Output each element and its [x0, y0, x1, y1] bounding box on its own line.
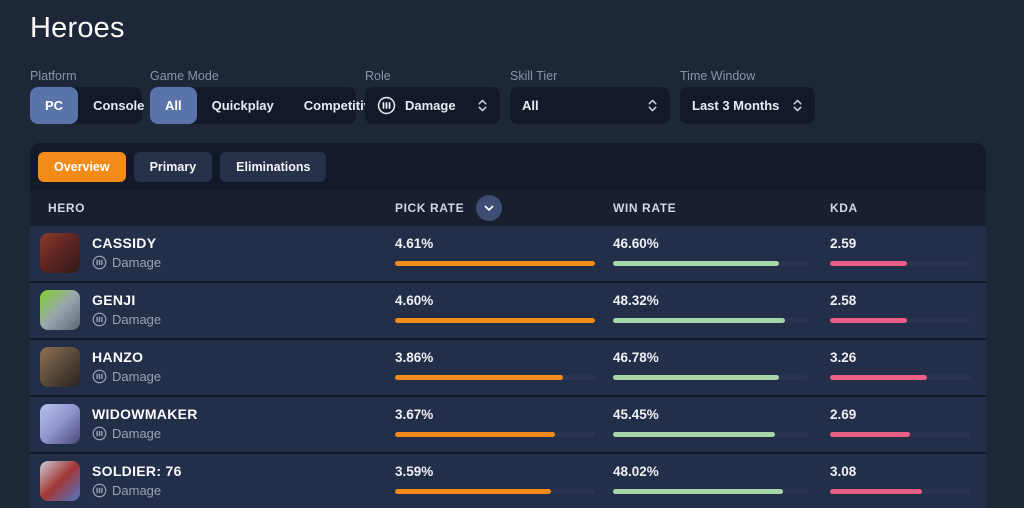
- hero-table-body: CASSIDY Damage 4.61% 46.60% 2.59 GENJI D…: [30, 226, 986, 508]
- game-mode-segment-all[interactable]: All: [150, 87, 197, 124]
- table-header-row: HERO PICK RATE WIN RATE KDA: [30, 190, 986, 226]
- chevron-updown-icon: [478, 99, 487, 112]
- role-select-value: Damage: [405, 98, 456, 113]
- win-rate-bar: [613, 375, 808, 380]
- win-rate-bar: [613, 432, 808, 437]
- time-window-select[interactable]: Last 3 Months: [680, 87, 815, 124]
- chevron-down-icon: [484, 205, 494, 211]
- table-row-hanzo[interactable]: HANZO Damage 3.86% 46.78% 3.26: [30, 340, 986, 395]
- game-mode-filter-label: Game Mode: [150, 69, 219, 83]
- hero-role-label: Damage: [112, 255, 162, 270]
- role-filter-label: Role: [365, 69, 391, 83]
- skill-tier-select[interactable]: All: [510, 87, 670, 124]
- chevron-updown-icon: [793, 99, 802, 112]
- pick-rate-bar: [395, 489, 595, 494]
- hero-avatar: [40, 233, 80, 273]
- table-row-soldier-76[interactable]: SOLDIER: 76 Damage 3.59% 48.02% 3.08: [30, 454, 986, 508]
- hero-avatar: [40, 461, 80, 501]
- pick-rate-bar: [395, 375, 595, 380]
- damage-role-icon: [377, 96, 396, 115]
- kda-bar: [830, 261, 970, 266]
- platform-segment-console[interactable]: Console: [93, 98, 145, 113]
- column-header-kda[interactable]: KDA: [830, 201, 858, 215]
- kda-bar: [830, 318, 970, 323]
- column-header-pick-rate[interactable]: PICK RATE: [395, 190, 503, 226]
- platform-segmented-control: PC Console: [30, 87, 144, 124]
- tab-eliminations[interactable]: Eliminations: [220, 152, 327, 182]
- damage-role-icon: [92, 255, 107, 270]
- hero-role: Damage: [92, 369, 161, 384]
- win-rate-value: 45.45%: [613, 407, 659, 422]
- win-rate-value: 46.78%: [613, 350, 659, 365]
- kda-bar: [830, 489, 970, 494]
- game-mode-segment-quickplay[interactable]: Quickplay: [211, 98, 274, 113]
- role-select[interactable]: Damage: [365, 87, 500, 124]
- kda-value: 2.59: [830, 236, 857, 251]
- pick-rate-bar: [395, 432, 595, 437]
- win-rate-bar: [613, 318, 808, 323]
- table-row-genji[interactable]: GENJI Damage 4.60% 48.32% 2.58: [30, 283, 986, 338]
- kda-value: 3.08: [830, 464, 857, 479]
- kda-value: 3.26: [830, 350, 857, 365]
- hero-role-label: Damage: [112, 369, 162, 384]
- pick-rate-value: 4.60%: [395, 293, 434, 308]
- page-title: Heroes: [30, 12, 125, 44]
- hero-avatar: [40, 290, 80, 330]
- pick-rate-value: 3.86%: [395, 350, 434, 365]
- pick-rate-value: 3.59%: [395, 464, 434, 479]
- platform-segment-pc[interactable]: PC: [30, 87, 79, 124]
- skill-tier-filter-label: Skill Tier: [510, 69, 558, 83]
- hero-role-label: Damage: [112, 483, 162, 498]
- hero-role: Damage: [92, 255, 161, 270]
- hero-role: Damage: [92, 312, 161, 327]
- stats-tabs: Overview Primary Eliminations: [38, 152, 327, 182]
- kda-value: 2.69: [830, 407, 857, 422]
- column-header-win-rate[interactable]: WIN RATE: [613, 201, 677, 215]
- hero-name: WIDOWMAKER: [92, 406, 198, 422]
- tab-primary[interactable]: Primary: [133, 152, 213, 182]
- win-rate-value: 46.60%: [613, 236, 659, 251]
- pick-rate-value: 3.67%: [395, 407, 434, 422]
- time-window-filter-label: Time Window: [680, 69, 756, 83]
- game-mode-segment-competitive[interactable]: Competitive: [303, 98, 379, 113]
- pick-rate-header-label: PICK RATE: [395, 201, 465, 215]
- win-rate-bar: [613, 261, 808, 266]
- hero-role-label: Damage: [112, 312, 162, 327]
- hero-role: Damage: [92, 426, 161, 441]
- hero-avatar: [40, 347, 80, 387]
- damage-role-icon: [92, 426, 107, 441]
- hero-name: HANZO: [92, 349, 144, 365]
- hero-role-label: Damage: [112, 426, 162, 441]
- table-row-widowmaker[interactable]: WIDOWMAKER Damage 3.67% 45.45% 2.69: [30, 397, 986, 452]
- win-rate-bar: [613, 489, 808, 494]
- kda-value: 2.58: [830, 293, 857, 308]
- damage-role-icon: [92, 369, 107, 384]
- platform-filter-label: Platform: [30, 69, 77, 83]
- damage-role-icon: [92, 312, 107, 327]
- column-header-hero: HERO: [48, 201, 86, 215]
- hero-avatar: [40, 404, 80, 444]
- skill-tier-select-value: All: [522, 98, 539, 113]
- time-window-select-value: Last 3 Months: [692, 98, 780, 113]
- pick-rate-value: 4.61%: [395, 236, 434, 251]
- damage-role-icon: [92, 483, 107, 498]
- chevron-updown-icon: [648, 99, 657, 112]
- hero-stats-card: Overview Primary Eliminations HERO PICK …: [30, 143, 986, 508]
- hero-name: SOLDIER: 76: [92, 463, 182, 479]
- table-row-cassidy[interactable]: CASSIDY Damage 4.61% 46.60% 2.59: [30, 226, 986, 281]
- hero-role: Damage: [92, 483, 161, 498]
- pick-rate-bar: [395, 261, 595, 266]
- kda-bar: [830, 432, 970, 437]
- sort-button[interactable]: [476, 195, 503, 221]
- game-mode-segmented-control: All Quickplay Competitive: [150, 87, 378, 124]
- hero-name: GENJI: [92, 292, 136, 308]
- hero-name: CASSIDY: [92, 235, 157, 251]
- tab-overview[interactable]: Overview: [38, 152, 126, 182]
- win-rate-value: 48.02%: [613, 464, 659, 479]
- pick-rate-bar: [395, 318, 595, 323]
- kda-bar: [830, 375, 970, 380]
- win-rate-value: 48.32%: [613, 293, 659, 308]
